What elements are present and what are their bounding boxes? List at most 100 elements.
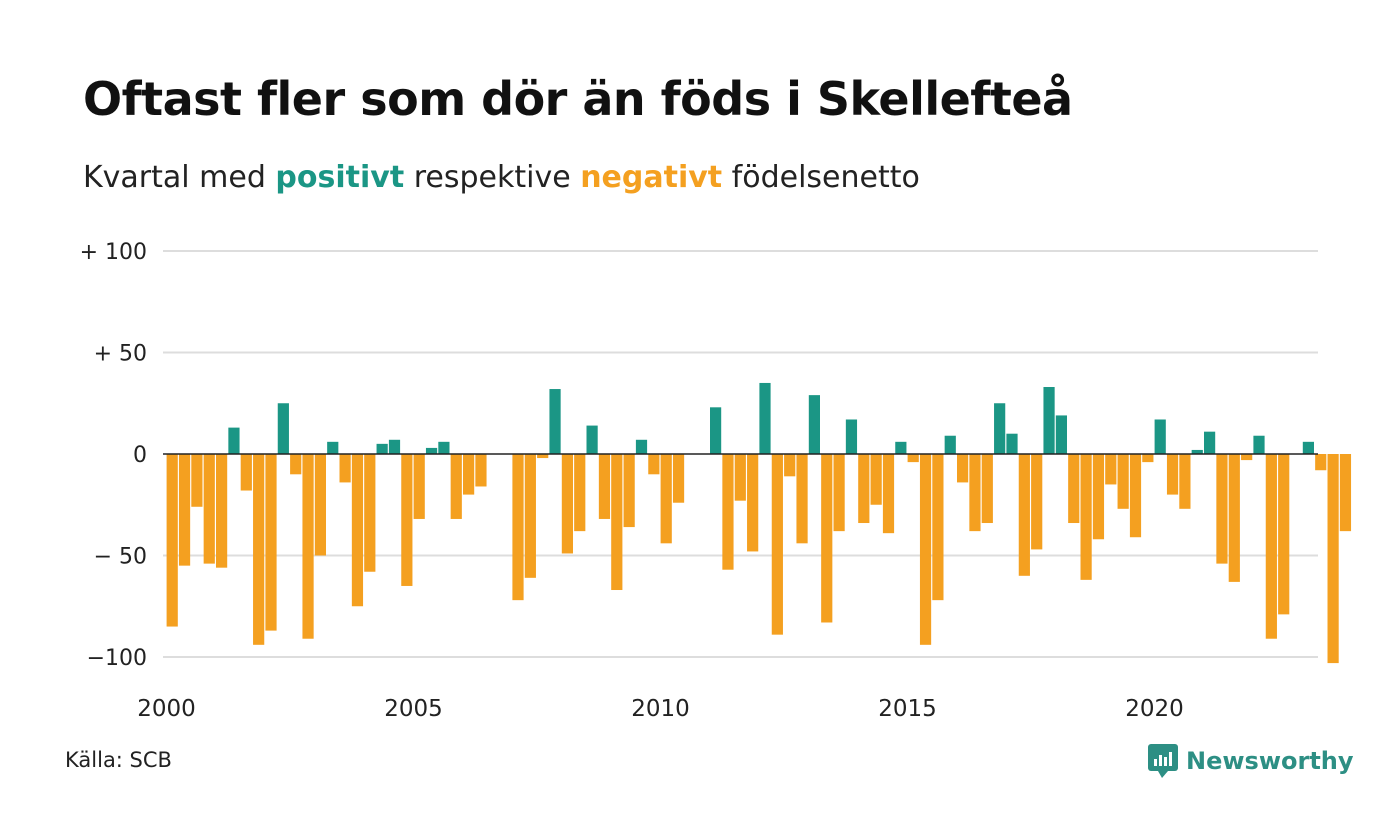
bar-2019Q4 [1142, 454, 1154, 463]
bar-2010Q2 [672, 454, 685, 503]
bar-2006Q1 [463, 454, 475, 495]
bar-2008Q4 [598, 454, 611, 519]
brand-logo[interactable]: Newsworthy [1148, 744, 1354, 778]
bar-2018Q1 [1055, 415, 1067, 454]
bar-2004Q1 [364, 454, 376, 572]
bar-2007Q1 [512, 454, 524, 601]
bar-2002Q2 [277, 403, 289, 454]
bar-2000Q3 [191, 454, 203, 507]
bars [166, 382, 1352, 664]
subtitle-prefix: Kvartal med [83, 160, 276, 195]
bar-2009Q4 [648, 454, 660, 475]
bar-2023Q4 [1339, 454, 1352, 532]
bar-2003Q3 [339, 454, 351, 483]
bar-2022Q1 [1253, 435, 1265, 454]
bar-2020Q4 [1191, 449, 1203, 454]
bar-2019Q3 [1129, 454, 1142, 538]
bar-2023Q1 [1302, 441, 1314, 454]
chart-subtitle: Kvartal med positivt respektive negativt… [83, 160, 920, 195]
bar-2016Q4 [994, 403, 1006, 454]
bar-2012Q1 [759, 382, 771, 454]
x-tick-label: 2015 [878, 696, 937, 722]
bar-2008Q3 [586, 425, 598, 454]
bar-2004Q3 [388, 439, 401, 454]
subtitle-middle: respektive [404, 160, 581, 195]
bar-2004Q4 [401, 454, 413, 586]
bar-2003Q4 [351, 454, 364, 607]
bar-2020Q1 [1154, 419, 1166, 454]
bar-2021Q1 [1204, 431, 1216, 454]
bar-2009Q2 [623, 454, 635, 528]
bar-2015Q4 [944, 435, 956, 454]
bar-2014Q1 [858, 454, 870, 524]
bar-2011Q3 [734, 454, 746, 501]
newsworthy-logo-icon [1148, 744, 1178, 778]
bar-2012Q2 [771, 454, 783, 635]
y-tick-label: 0 [133, 443, 147, 468]
chart-title: Oftast fler som dör än föds i Skellefteå [83, 72, 1073, 126]
bar-2005Q4 [450, 454, 462, 519]
bar-2007Q3 [537, 454, 549, 459]
bar-2001Q2 [228, 427, 240, 454]
bar-2000Q1 [166, 454, 178, 627]
bar-2021Q2 [1216, 454, 1228, 564]
subtitle-positive: positivt [275, 160, 405, 195]
bar-2001Q1 [216, 454, 228, 568]
bar-2010Q1 [660, 454, 672, 544]
bar-2009Q1 [611, 454, 623, 591]
bar-2012Q4 [796, 454, 808, 544]
bar-2017Q2 [1018, 454, 1030, 576]
bar-2019Q2 [1117, 454, 1129, 509]
bar-2022Q2 [1265, 454, 1277, 639]
x-tick-label: 2020 [1125, 696, 1184, 722]
bar-2016Q1 [957, 454, 969, 483]
brand-name: Newsworthy [1186, 747, 1354, 775]
bar-2011Q1 [710, 407, 722, 454]
bar-2016Q3 [981, 454, 993, 524]
bar-2007Q4 [549, 389, 561, 454]
x-tick-label: 2010 [631, 696, 690, 722]
bar-2003Q1 [314, 454, 326, 556]
bar-2007Q2 [524, 454, 536, 578]
bar-2014Q3 [882, 454, 895, 534]
y-tick-label: − 50 [94, 545, 147, 570]
subtitle-negative: negativt [580, 160, 723, 195]
bar-2015Q3 [932, 454, 944, 601]
x-axis-ticks: 2000 2005 2010 2015 2020 [137, 696, 1184, 722]
bar-2012Q3 [784, 454, 796, 477]
subtitle-suffix: födelsenetto [722, 160, 920, 195]
bar-2001Q3 [240, 454, 252, 491]
bar-2022Q3 [1278, 454, 1290, 615]
bar-2015Q2 [919, 454, 932, 645]
bar-2020Q2 [1166, 454, 1179, 495]
bar-2002Q1 [265, 454, 277, 631]
bar-2003Q2 [327, 441, 339, 454]
bar-2002Q3 [290, 454, 302, 475]
bar-2014Q4 [895, 441, 907, 454]
y-tick-label: + 50 [94, 342, 147, 367]
bar-2023Q2 [1315, 454, 1327, 471]
bar-2008Q1 [561, 454, 573, 554]
bar-2000Q2 [178, 454, 191, 566]
bar-2005Q1 [413, 454, 425, 519]
bar-2013Q3 [833, 454, 845, 532]
bar-2002Q4 [302, 454, 314, 639]
bar-2014Q2 [870, 454, 882, 505]
bar-2023Q3 [1327, 454, 1339, 664]
bar-2017Q3 [1031, 454, 1043, 550]
bar-2018Q3 [1080, 454, 1092, 580]
y-tick-label: −100 [87, 646, 147, 671]
bar-2017Q1 [1006, 433, 1018, 454]
bar-2000Q4 [203, 454, 215, 564]
bar-2013Q2 [821, 454, 833, 623]
y-tick-label: + 100 [80, 240, 147, 265]
source-label: Källa: SCB [65, 748, 172, 772]
bar-2004Q2 [376, 443, 388, 454]
bar-2021Q3 [1228, 454, 1240, 582]
bar-2005Q2 [425, 447, 438, 454]
bar-2015Q1 [907, 454, 919, 463]
bar-2011Q2 [722, 454, 734, 570]
bar-2011Q4 [747, 454, 759, 552]
bar-2019Q1 [1105, 454, 1117, 485]
